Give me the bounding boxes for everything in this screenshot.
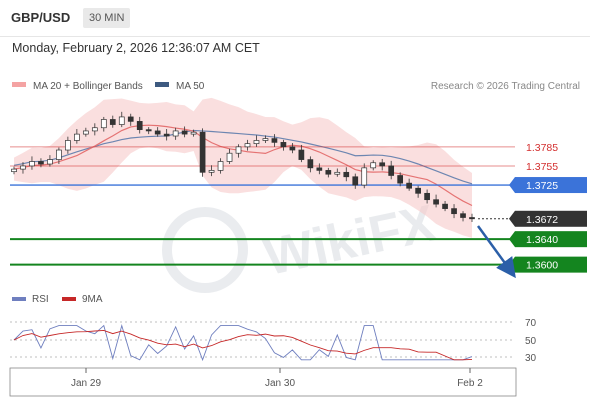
candle-body	[334, 171, 341, 175]
candle-body	[397, 175, 404, 184]
candle-body	[442, 203, 448, 209]
candle-body	[253, 140, 260, 145]
candle-body	[262, 138, 269, 141]
candle-body	[370, 162, 377, 169]
level-label-resistance: 1.3755	[526, 161, 558, 173]
level-badge-support	[515, 231, 587, 248]
candle-body	[91, 127, 98, 132]
rsi-tick-50: 50	[525, 336, 537, 347]
candle-body	[82, 130, 89, 135]
forecast-arrow	[476, 225, 516, 279]
candle-body	[163, 133, 170, 137]
ma9-legend-label: 9MA	[82, 294, 103, 305]
candle-body	[217, 161, 224, 171]
candle-body	[469, 217, 475, 220]
candle-body	[316, 167, 323, 171]
candle-body	[460, 213, 466, 218]
candle-body	[74, 133, 80, 141]
level-label-support: 1.3640	[526, 234, 558, 246]
candle-body	[154, 130, 161, 135]
candle-body	[379, 162, 386, 167]
level-label-support: 1.3600	[526, 260, 558, 272]
candle-body	[56, 149, 62, 160]
level-badge-pointer	[509, 231, 515, 248]
candle-body	[11, 168, 17, 173]
rsi-legend-label: RSI	[32, 294, 49, 305]
candle-body	[361, 167, 368, 186]
level-badge-pointer	[509, 177, 515, 194]
level-label-resistance: 1.3785	[526, 142, 558, 154]
ma20-line	[13, 124, 473, 207]
ma50-legend-label: MA 50	[176, 81, 205, 92]
rsi-tick-70: 70	[525, 318, 537, 329]
candle-body	[352, 176, 359, 186]
candle-body	[127, 116, 134, 122]
level-badge-last	[515, 210, 587, 227]
x-tick-jan29: Jan 29	[71, 378, 101, 389]
candle-body	[109, 119, 116, 125]
level-badge-support	[515, 256, 587, 273]
ma9-line	[13, 329, 473, 361]
candle-body	[181, 130, 188, 135]
level-label-pivot: 1.3725	[526, 180, 558, 192]
candle-body	[289, 146, 296, 151]
ma9-legend-swatch	[62, 297, 76, 301]
candle-body	[118, 116, 125, 125]
candle-body	[145, 129, 152, 132]
candle-body	[343, 171, 350, 178]
rsi-line	[13, 323, 473, 362]
candle-body	[415, 187, 421, 194]
level-label-last: 1.3672	[526, 214, 558, 226]
x-tick-feb2: Feb 2	[457, 378, 483, 389]
candlesticks	[11, 111, 475, 222]
candle-body	[244, 143, 251, 148]
x-tick-jan30: Jan 30	[265, 378, 295, 389]
candle-body	[433, 199, 439, 205]
candle-body	[307, 159, 314, 169]
candle-body	[280, 142, 287, 148]
candle-body	[235, 146, 242, 154]
candle-body	[406, 182, 412, 189]
candle-body	[47, 159, 53, 165]
candle-body	[172, 130, 179, 137]
level-badge-pointer	[509, 256, 515, 273]
candle-body	[199, 131, 206, 173]
candle-body	[325, 170, 332, 175]
candle-body	[190, 131, 197, 135]
candle-body	[29, 161, 35, 167]
candle-body	[20, 165, 26, 170]
wikifx-watermark: WikiFX	[162, 194, 441, 293]
bollinger-band	[14, 97, 472, 238]
x-axis-frame	[9, 367, 517, 397]
candle-body	[136, 121, 143, 131]
candle-body	[388, 165, 395, 176]
candle-body	[65, 140, 71, 151]
credit-label: Research © 2026 Trading Central	[431, 81, 580, 92]
candle-body	[298, 149, 305, 160]
candle-body	[226, 152, 233, 162]
candle-body	[451, 208, 457, 215]
candle-body	[424, 192, 430, 201]
candle-body	[271, 138, 278, 143]
ma20-legend-swatch	[12, 82, 26, 87]
datetime-label: Monday, February 2, 2026 12:36:07 AM CET	[12, 41, 260, 55]
timeframe-badge[interactable]: 30 MIN	[83, 8, 131, 28]
rsi-tick-30: 30	[525, 353, 537, 364]
candle-body	[208, 170, 215, 173]
candle-body	[100, 119, 107, 129]
level-badge-pointer	[509, 210, 515, 227]
symbol-label: GBP/USD	[11, 10, 71, 25]
ma50-legend-swatch	[155, 82, 169, 87]
watermark-text: WikiFX	[259, 194, 440, 287]
ma20-legend-label: MA 20 + Bollinger Bands	[33, 81, 143, 92]
candle-body	[38, 161, 44, 165]
level-badge-pivot	[515, 177, 587, 194]
rsi-legend-swatch	[12, 297, 26, 301]
chart-header: GBP/USD 30 MIN	[0, 0, 590, 37]
level-lines: 1.3785 1.3755 1.3725 1.3672 1.3640 1.3600	[10, 142, 587, 273]
